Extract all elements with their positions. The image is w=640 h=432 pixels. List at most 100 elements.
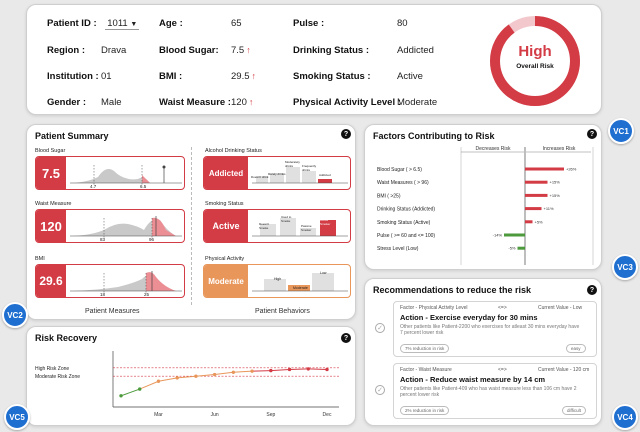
behavior-value: Addicted [204,157,248,189]
recommendation-card[interactable]: Factor - Waist Measure <=> Current Value… [393,363,597,419]
behavior-chart [252,273,348,292]
vc2-badge: VC2 [2,302,28,328]
behavior-card-activity[interactable]: Moderate High Moderate Low [203,264,351,298]
factor-value-label: +15% [550,193,561,198]
risk-point [306,367,310,371]
rec-reduction: 7% reduction in risk [400,344,450,353]
drinking-label: Drinking Status : [293,45,370,56]
recommendation-card[interactable]: Factor - Physical Activity Level <=> Cur… [393,301,597,357]
risk-point [325,367,329,372]
recommendations-title: Recommendations to reduce the risk [373,285,532,295]
risk-point [269,368,273,373]
help-icon[interactable]: ? [587,285,597,295]
bar-label: Passive Smoker [301,224,312,232]
risk-recovery-panel: Risk Recovery ? High Risk Zone Moderate R… [26,326,356,426]
tick-high: 25 [144,292,150,297]
tick-low: 18 [100,292,106,297]
factor-bar [525,180,548,184]
rec-difficulty: easy [566,344,586,353]
measure-value: 120 [36,210,66,242]
bar-label: Low [320,271,327,275]
tick-high: 6.5 [140,184,147,189]
tick-low: 4.7 [90,184,97,189]
bar-label: High [274,277,282,281]
measure-card-bmi[interactable]: 29.6 18 25 [35,264,185,298]
drinking-value: Addicted [397,45,434,56]
vc5-badge: VC5 [4,404,30,430]
bar-label: Moderate [293,286,308,290]
region-row: Region : [47,45,85,56]
vc3-badge: VC3 [612,254,638,280]
behavior-value: Active [204,210,248,242]
risk-line-segment [270,368,290,372]
risk-point [287,367,292,372]
gender-label: Gender : [47,97,87,108]
month-tick-label: Mar [154,412,163,418]
behavior-card-smoking[interactable]: Active Doesn't Smoke Used to Smoke Passi… [203,209,351,243]
rec-difficulty: difficult [562,406,586,415]
checkmark-icon[interactable]: ✓ [375,385,385,395]
patient-id-select[interactable]: 1011 ▼ [105,18,140,30]
risk-point [175,376,179,380]
risk-line-segment [252,370,271,372]
patient-summary-panel: Patient Summary ? Blood Sugar 7.5 4.7 6.… [26,124,356,320]
risk-line-segment [139,380,159,390]
rec-arrows: <=> [498,367,507,373]
patient-id-row: Patient ID : 1011 ▼ [47,18,140,30]
rec-reduction: 2% reduction in risk [400,406,450,415]
rec-description: Other patients like Patient-2200 who exe… [400,324,580,336]
behavior-label: Smoking Status [205,201,244,207]
factor-bar [525,220,533,224]
factor-bar [504,233,525,237]
risk-line-segment [289,368,309,370]
chevron-down-icon: ▼ [130,21,138,28]
measure-card-waist[interactable]: 120 83 96 [35,209,185,243]
checkmark-icon[interactable]: ✓ [375,323,385,333]
behavior-label: Alcohol Drinking Status [205,148,262,154]
help-icon[interactable]: ? [341,333,351,343]
bar-label: Frequently drinks [302,164,317,172]
bmi-label: BMI : [159,71,183,82]
pulse-label: Pulse : [293,18,325,29]
summary-title: Patient Summary [35,131,109,141]
decreases-label: Decreases Risk [475,146,511,152]
behavior-card-drinking[interactable]: Addicted Doesn't drink Rarely drinks Mod… [203,156,351,190]
smoking-label: Smoking Status : [293,71,371,82]
waist-value: 120 [231,97,247,108]
arrow-up-icon: ↑ [251,71,257,81]
rec-arrows: <=> [498,305,507,311]
factor-bar [517,246,525,250]
help-icon[interactable]: ? [587,129,597,139]
tick-high: 96 [149,237,155,242]
factor-label: Smoking Status (Active) [377,220,431,226]
behavior-chart [252,218,348,237]
measure-card-blood-sugar[interactable]: 7.5 4.7 6.5 [35,156,185,190]
factor-value-label: +26% [566,167,577,172]
risk-line-segment [158,377,178,382]
factor-value-label: +11% [544,206,554,211]
behavior-label: Physical Activity [205,256,245,262]
pulse-value: 80 [397,18,408,29]
vc4-badge: VC4 [612,404,638,430]
behaviors-caption: Patient Behaviors [255,308,310,315]
vc1-badge: VC1 [608,118,634,144]
waist-label: Waist Measure : [159,97,231,108]
recovery-chart: High Risk Zone Moderate Risk Zone Mar Jun Se… [35,351,339,418]
factors-panel: Factors Contributing to Risk ? Decreases… [364,124,602,270]
month-tick-label: Dec [323,412,332,418]
rec-current: Current Value - Low [538,305,583,311]
help-icon[interactable]: ? [341,129,351,139]
risk-point [138,387,142,391]
arrow-up-icon: ↑ [248,97,254,107]
recommendations-panel: Recommendations to reduce the risk ? ✓ F… [364,278,602,426]
distribution-chart [70,165,182,185]
distribution-chart [70,216,182,238]
measure-value: 29.6 [36,265,66,297]
patient-id-value: 1011 [107,18,128,29]
factor-label: Drinking Status (Addicted) [377,207,435,213]
arrow-up-icon: ↑ [246,45,251,55]
factor-value-label: -14% [493,233,503,238]
risk-level-text: High [518,43,552,60]
gender-value: Male [101,97,122,108]
moderate-zone-label: Moderate Risk Zone [35,374,80,380]
